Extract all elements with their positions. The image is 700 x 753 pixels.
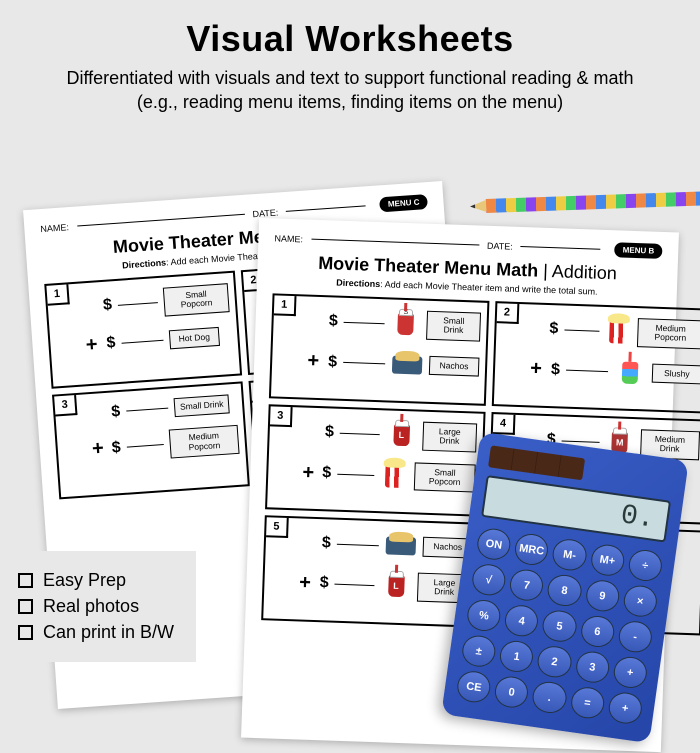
feature-item: Can print in B/W [18, 622, 174, 643]
calc-key: - [617, 619, 654, 654]
checkbox-icon [18, 573, 33, 588]
calc-key: √ [470, 562, 507, 597]
calc-key: ÷ [627, 548, 664, 583]
name-label: NAME: [40, 222, 69, 234]
feature-item: Real photos [18, 596, 174, 617]
problem-box: 1$Small Popcorn+$Hot Dog [44, 271, 242, 389]
calc-key: M- [551, 537, 588, 572]
calc-key: 5 [541, 608, 578, 643]
calc-key: . [531, 680, 568, 715]
calc-key: = [569, 685, 606, 720]
item-label: Medium Popcorn [637, 318, 700, 349]
feature-item: Easy Prep [18, 570, 174, 591]
item-label: Medium Popcorn [169, 425, 240, 458]
item-label: Small Drink [426, 311, 481, 342]
calc-key: 4 [503, 603, 540, 638]
calc-key: CE [455, 669, 492, 704]
problem-box: 3$Small Drink+$Medium Popcorn [52, 381, 250, 499]
item-label: Large Drink [422, 422, 477, 453]
item-label: Slushy [651, 364, 700, 385]
calc-key: ± [460, 633, 497, 668]
checkbox-icon [18, 599, 33, 614]
calc-key: ON [475, 527, 512, 562]
page-subtitle: Differentiated with visuals and text to … [30, 66, 670, 115]
calc-key: % [465, 598, 502, 633]
calc-key: 0 [493, 674, 530, 709]
menu-tag: MENU B [614, 242, 662, 259]
pencil-graphic [470, 190, 700, 213]
menu-tag: MENU C [379, 194, 427, 212]
item-label: Small Popcorn [414, 462, 476, 493]
item-label: Nachos [429, 356, 480, 377]
calc-key: + [612, 655, 649, 690]
name-label: NAME: [274, 233, 303, 244]
date-label: DATE: [252, 207, 278, 219]
problem-box: 5$Nachos+$LLarge Drink [261, 515, 481, 628]
item-label: Small Popcorn [163, 283, 230, 316]
item-label: Hot Dog [169, 326, 220, 349]
calc-key: 3 [574, 649, 611, 684]
item-label: Small Drink [173, 394, 230, 417]
calc-key: 6 [579, 614, 616, 649]
calc-key: 7 [508, 567, 545, 602]
header: Visual Worksheets Differentiated with vi… [0, 0, 700, 125]
calc-key: 2 [536, 644, 573, 679]
calc-key: × [622, 583, 659, 618]
features-list: Easy Prep Real photos Can print in B/W [0, 551, 196, 662]
calc-key: + [607, 690, 644, 725]
calc-key: M+ [589, 542, 626, 577]
calc-key: 9 [584, 578, 621, 613]
calc-key: 1 [498, 639, 535, 674]
problem-box: 1$Small Drink+$Nachos [269, 293, 489, 406]
problem-box: 3$LLarge Drink+$Small Popcorn [265, 404, 485, 517]
calc-key: MRC [513, 532, 550, 567]
solar-panel [488, 445, 585, 480]
page-title: Visual Worksheets [30, 18, 670, 60]
problem-box: 2$Medium Popcorn+$Slushy [492, 301, 700, 414]
calculator-graphic: 0. ONMRCM-M+÷√789×%456-±123+CE0.=+ [441, 432, 689, 743]
checkbox-icon [18, 625, 33, 640]
calc-key: 8 [546, 573, 583, 608]
date-label: DATE: [487, 240, 513, 251]
